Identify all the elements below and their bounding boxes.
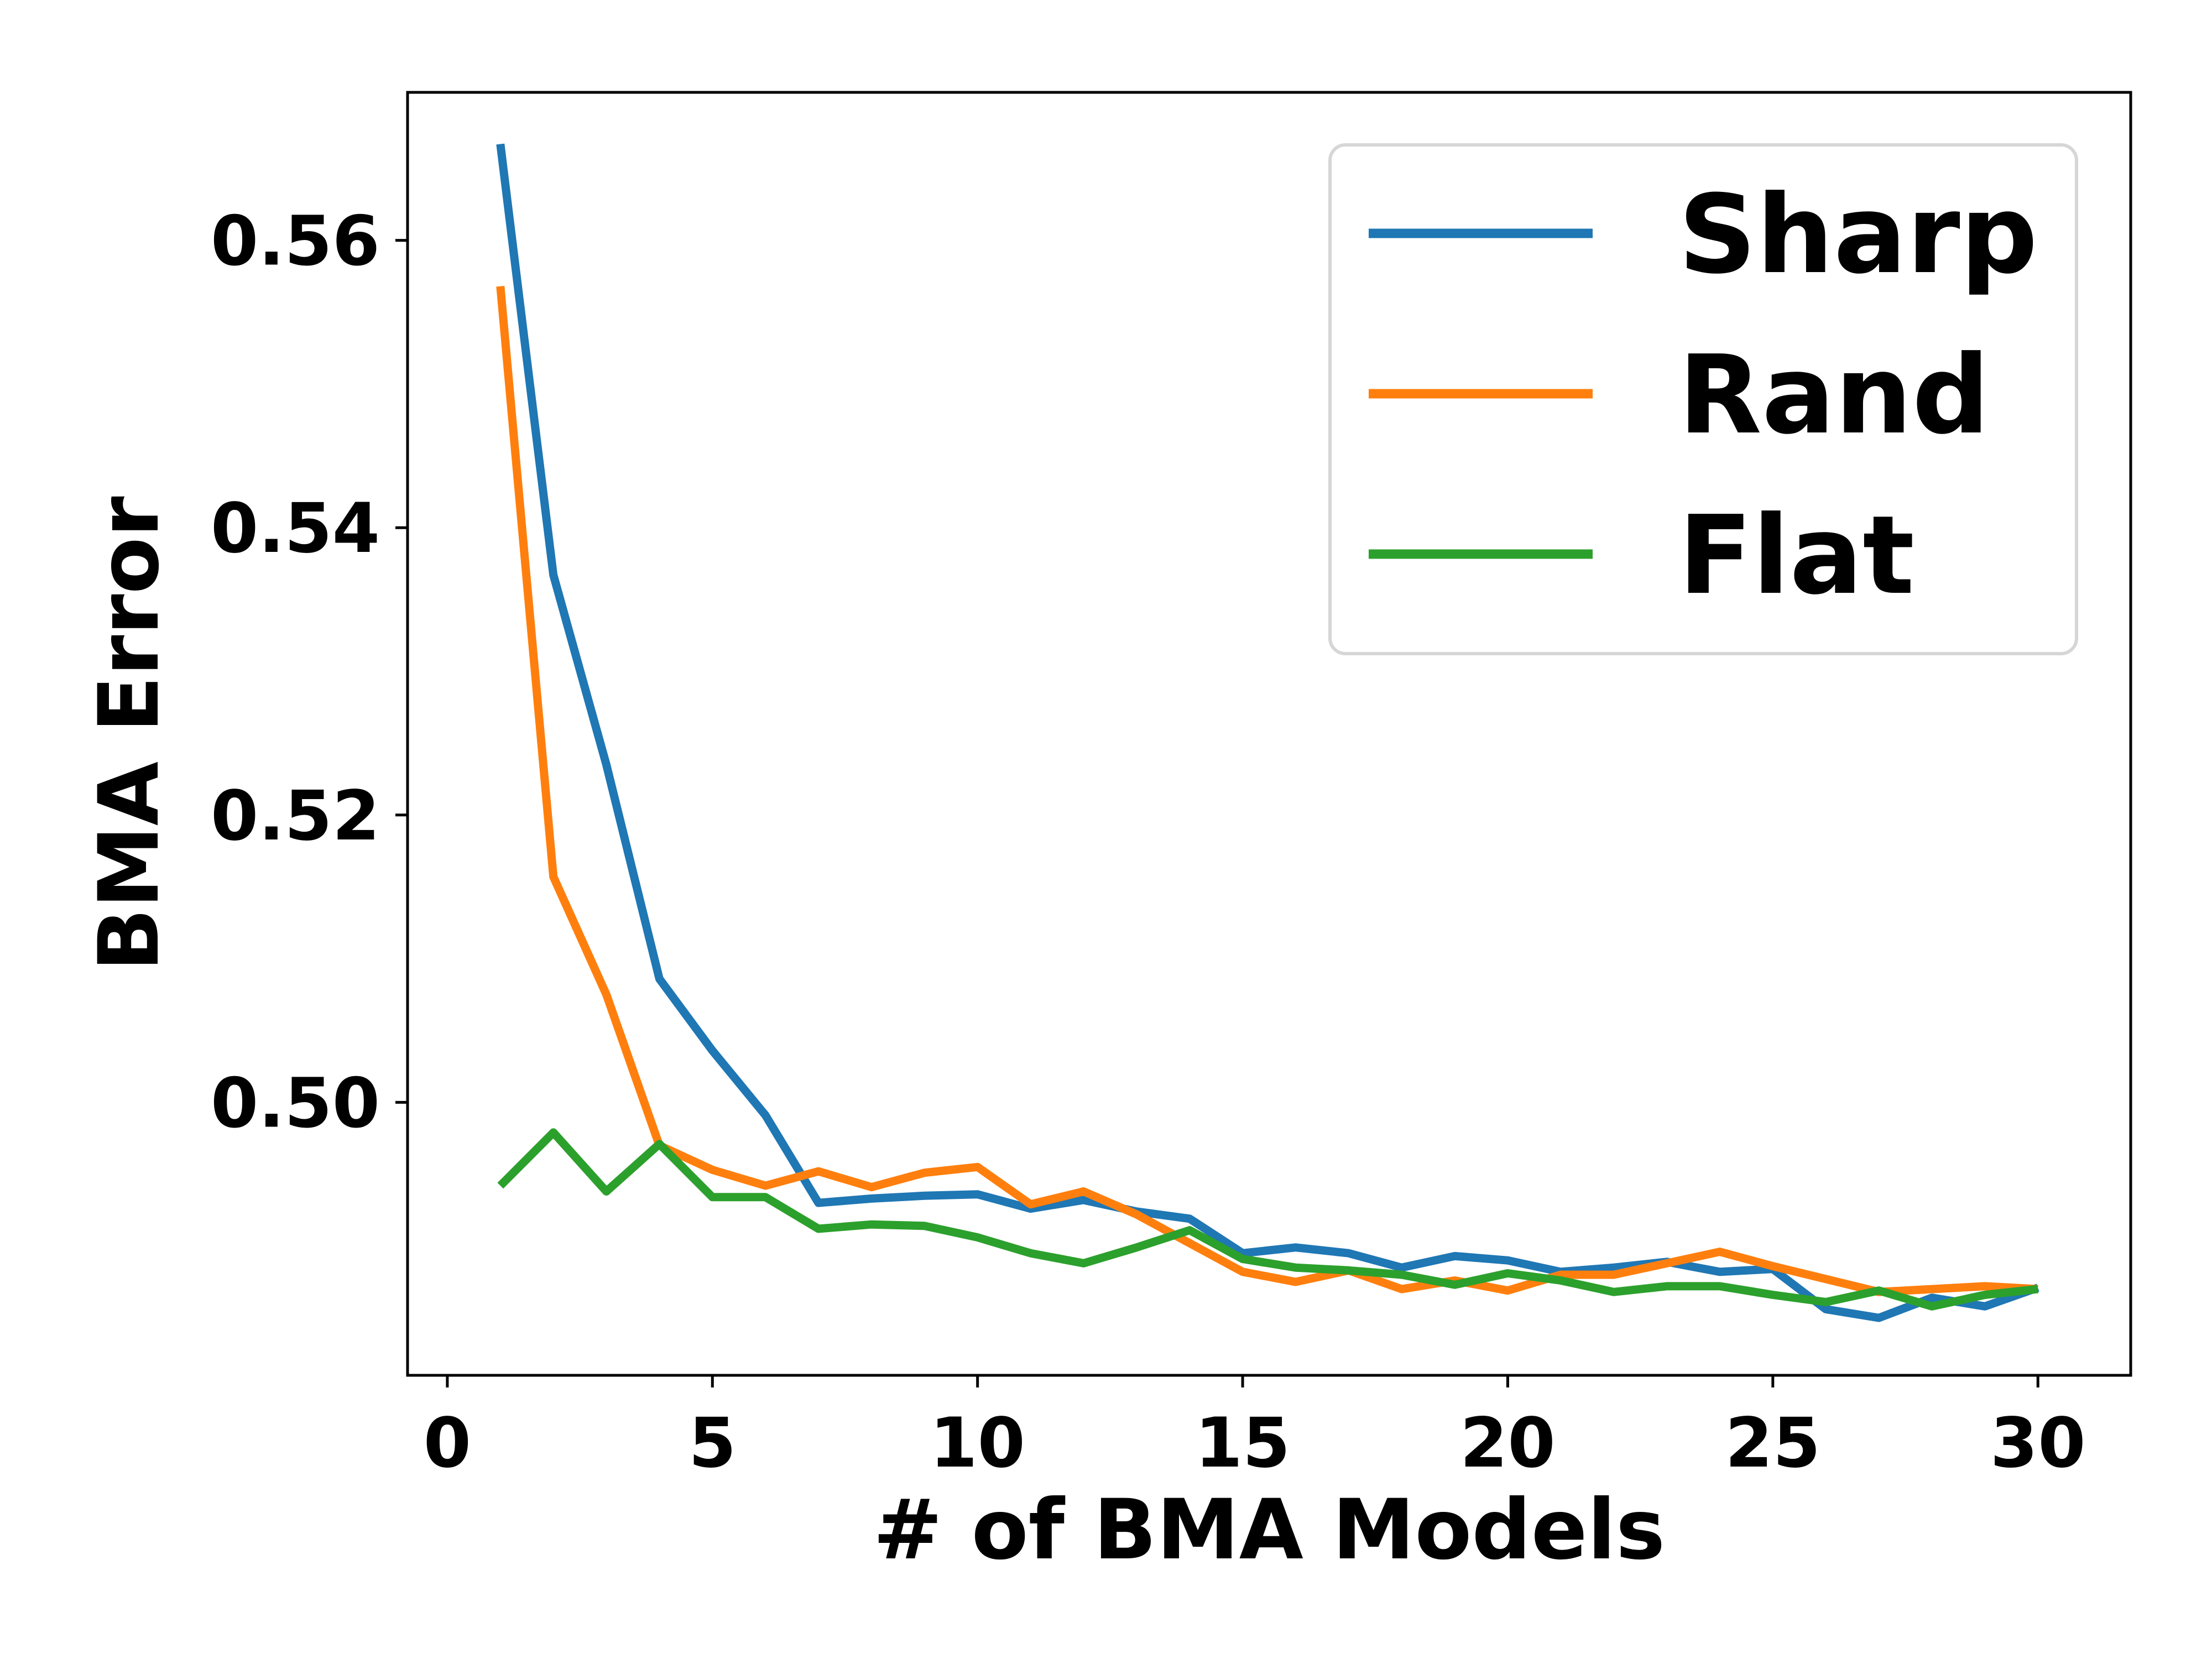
plot-frame — [406, 91, 2132, 1377]
series-line-flat — [497, 1128, 2039, 1311]
y-axis-ticks: 0.50 0.52 0.54 0.56 — [211, 202, 408, 1143]
x-axis-ticks: 0 5 10 15 20 25 30 — [424, 1375, 2086, 1483]
legend: Sharp Rand Flat — [1328, 143, 2078, 655]
x-axis-label: # of BMA Models — [873, 1482, 1665, 1578]
legend-label-flat: Flat — [1678, 493, 1914, 619]
legend-label-sharp: Sharp — [1678, 172, 2038, 298]
x-tick-label: 10 — [930, 1404, 1025, 1483]
series-line-rand — [496, 286, 2038, 1296]
y-tick-label: 0.54 — [211, 489, 380, 568]
x-tick-label: 30 — [1990, 1404, 2086, 1483]
x-tick-label: 15 — [1195, 1404, 1291, 1483]
x-tick-label: 0 — [424, 1404, 471, 1483]
x-tick-label: 25 — [1725, 1404, 1821, 1483]
y-tick-label: 0.50 — [211, 1063, 380, 1143]
plot-lines — [496, 143, 2039, 1322]
x-tick-label: 20 — [1460, 1404, 1556, 1483]
y-tick-label: 0.52 — [211, 776, 380, 856]
y-tick-label: 0.56 — [211, 202, 380, 281]
series-line-sharp — [496, 143, 2039, 1322]
y-axis-label: BMA Error — [81, 496, 178, 971]
legend-label-rand: Rand — [1678, 332, 1990, 458]
legend-box — [1328, 143, 2078, 655]
x-tick-label: 5 — [688, 1404, 736, 1483]
